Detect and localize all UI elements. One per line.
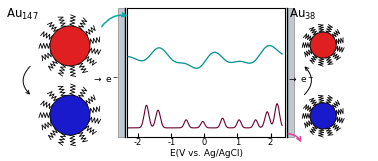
- Text: $\rightarrow$ e$^-$: $\rightarrow$ e$^-$: [92, 76, 119, 85]
- X-axis label: E(V vs. Ag/AgCl): E(V vs. Ag/AgCl): [169, 149, 243, 158]
- Text: Au$_{38}$: Au$_{38}$: [289, 6, 317, 22]
- Text: Au$_{147}$: Au$_{147}$: [6, 6, 38, 22]
- Text: $\rightarrow$ e$^-$: $\rightarrow$ e$^-$: [287, 76, 314, 85]
